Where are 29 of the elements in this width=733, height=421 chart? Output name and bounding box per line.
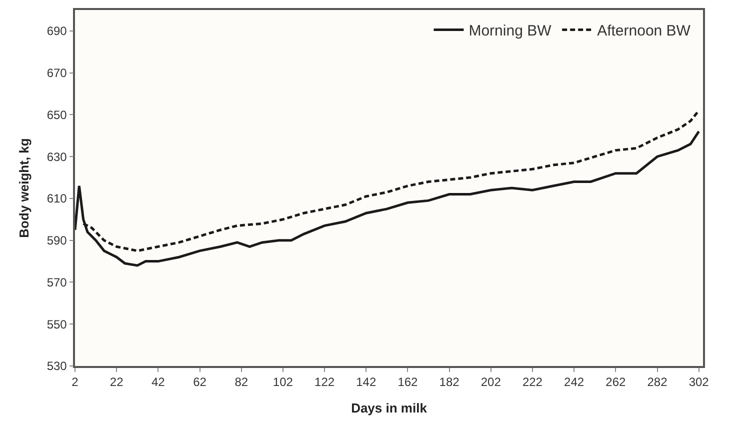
y-tick-label: 690 [46, 24, 68, 38]
x-tick-label: 162 [398, 375, 418, 390]
x-tick-label: 262 [606, 375, 626, 390]
x-axis-title: Days in milk [351, 400, 428, 416]
y-tick-label: 550 [46, 317, 68, 332]
legend-label: Afternoon BW [597, 22, 692, 40]
y-tick-label: 670 [46, 66, 68, 80]
x-tick-label: 222 [522, 375, 543, 390]
y-tick-label: 650 [46, 108, 68, 122]
y-tick-label: 630 [46, 150, 68, 164]
y-tick-label: 570 [46, 275, 68, 290]
y-axis-title: Body weight, kg [16, 138, 32, 238]
x-tick-label: 22 [110, 375, 124, 390]
x-tick-label: 2 [72, 375, 79, 390]
x-tick-label: 62 [193, 375, 207, 390]
x-tick-label: 282 [647, 375, 668, 390]
x-tick-label: 202 [480, 375, 502, 390]
x-tick-label: 242 [564, 375, 584, 390]
y-tick-label: 610 [46, 192, 68, 206]
x-tick-label: 142 [356, 375, 376, 390]
legend-label: Morning BW [468, 22, 552, 40]
y-tick-label: 530 [46, 359, 68, 374]
x-tick-label: 122 [314, 375, 335, 390]
x-tick-label: 182 [439, 375, 460, 390]
x-tick-label: 302 [688, 375, 710, 390]
x-tick-label: 82 [234, 375, 248, 390]
x-tick-label: 102 [272, 375, 294, 390]
y-tick-label: 590 [46, 234, 68, 248]
x-tick-label: 42 [152, 375, 166, 390]
